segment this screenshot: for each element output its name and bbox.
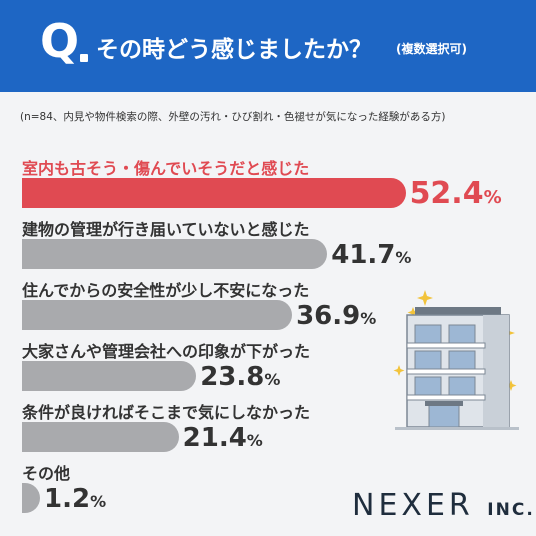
bar xyxy=(22,483,40,513)
nexer-logo: NEXER INC. xyxy=(352,488,535,523)
logo-main: NEXER xyxy=(352,488,474,523)
value-unit: % xyxy=(360,309,377,328)
bar xyxy=(22,178,406,208)
value-label: 21.4% xyxy=(183,425,263,451)
building-icon xyxy=(393,290,519,430)
q-mark: Q xyxy=(40,14,80,68)
category-label: その他 xyxy=(22,464,71,483)
value-number: 36.9 xyxy=(296,301,361,331)
bar xyxy=(22,239,328,269)
value-label: 23.8% xyxy=(200,364,280,390)
value-label: 52.4% xyxy=(410,179,502,209)
value-unit: % xyxy=(483,187,502,208)
value-number: 21.4 xyxy=(182,423,247,453)
value-label: 1.2% xyxy=(44,486,106,512)
category-label: 大家さんや管理会社への印象が下がった xyxy=(22,342,311,361)
value-number: 23.8 xyxy=(200,362,265,392)
bar xyxy=(22,422,179,452)
bar xyxy=(22,361,197,391)
category-label: 室内も古そう・傷んでいそうだと感じた xyxy=(22,159,310,178)
value-number: 1.2 xyxy=(44,484,91,514)
value-unit: % xyxy=(90,492,107,511)
logo-suffix: INC. xyxy=(487,500,535,520)
question-subtitle: (複数選択可) xyxy=(396,42,467,56)
category-label: 住んでからの安全性が少し不安になった xyxy=(22,281,310,300)
value-unit: % xyxy=(264,370,281,389)
value-number: 41.7 xyxy=(331,240,396,270)
value-number: 52.4 xyxy=(409,176,484,211)
q-dot xyxy=(80,54,88,62)
bar xyxy=(22,300,293,330)
sample-note: (n=84、内見や物件検索の際、外壁の汚れ・ひび割れ・色褪せが気になった経験があ… xyxy=(20,111,446,123)
value-unit: % xyxy=(395,248,412,267)
header-banner: Q その時どう感じましたか？ (複数選択可) xyxy=(0,0,536,92)
category-label: 条件が良ければそこまで気にしなかった xyxy=(22,403,311,422)
value-unit: % xyxy=(246,431,263,450)
category-label: 建物の管理が行き届いていないと感じた xyxy=(22,220,310,239)
question-title: その時どう感じましたか？ xyxy=(96,37,372,63)
value-label: 41.7% xyxy=(331,242,411,268)
value-label: 36.9% xyxy=(296,303,376,329)
